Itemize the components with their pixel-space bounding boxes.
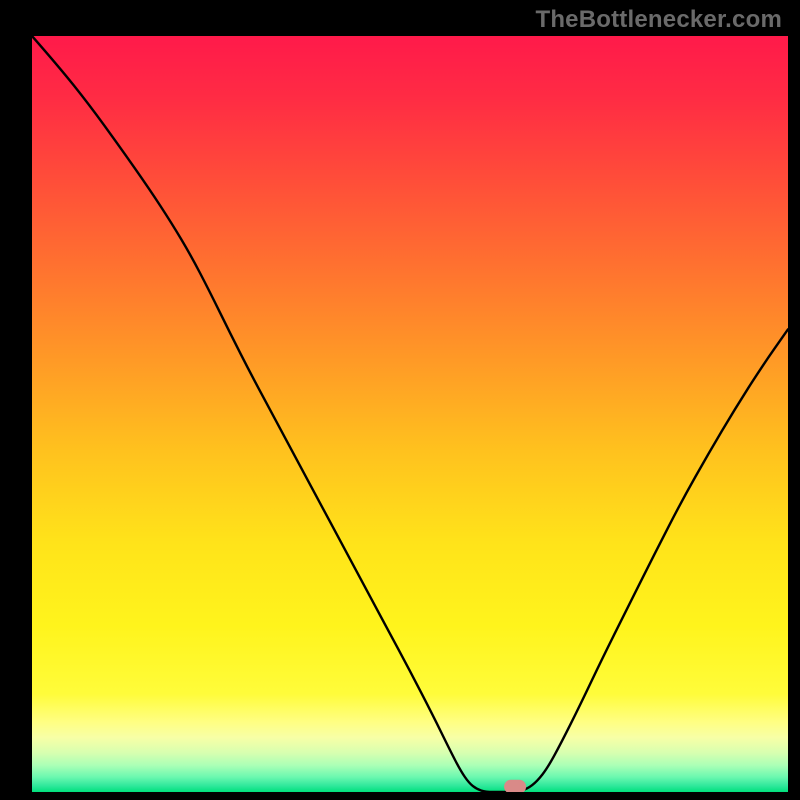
optimal-point-marker: [504, 780, 526, 792]
chart-background: [32, 36, 788, 792]
bottleneck-chart: [32, 36, 788, 792]
watermark-text: TheBottlenecker.com: [535, 6, 782, 34]
